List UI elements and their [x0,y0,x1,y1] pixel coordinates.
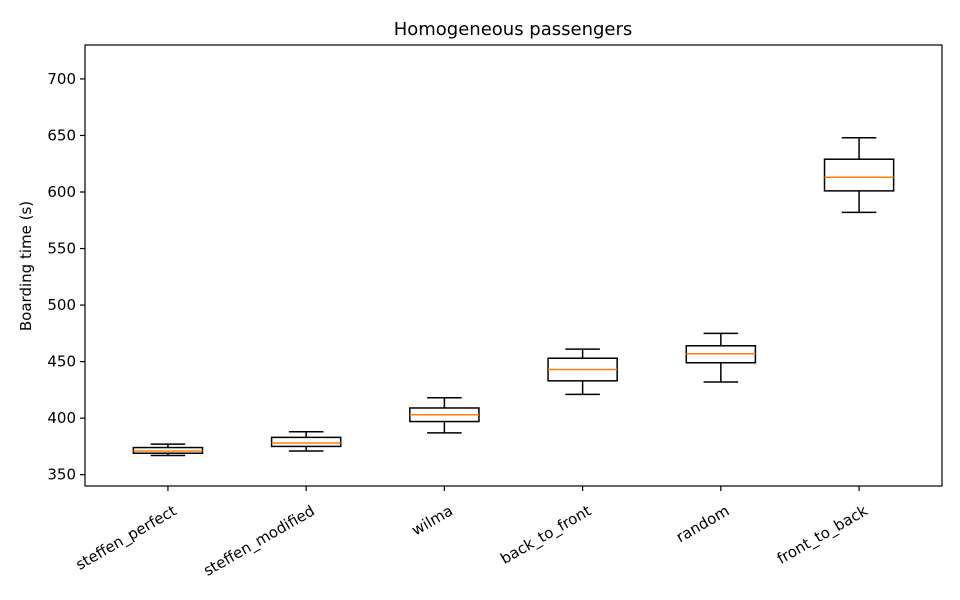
box-wilma [409,397,480,434]
y-tick-label: 500 [47,296,76,314]
box-body [823,158,895,192]
plot-elements [132,136,895,457]
box-steffen_perfect [132,443,204,457]
x-tick-label: steffen_modified [200,502,318,581]
plot-frame [84,44,943,487]
box-random [685,332,757,383]
x-axis: steffen_perfect steffen_modified wilma back… [73,486,872,581]
y-tick-label: 600 [47,183,76,201]
x-tick-label: back_to_front [497,502,594,569]
box-back_to_front [547,348,618,396]
y-axis: 350 400 450 500 550 600 650 700 [47,70,85,484]
y-tick-label: 650 [47,126,76,144]
box-steffen_modified [270,430,342,452]
box-front_to_back [823,136,895,214]
chart-title: Homogeneous passengers [394,19,633,40]
x-tick-label: wilma [409,502,456,540]
y-tick-label: 400 [47,409,76,427]
y-tick-label: 350 [47,466,76,484]
box-body [270,436,342,448]
y-tick-label: 700 [47,70,76,88]
x-tick-label: steffen_perfect [73,502,181,575]
y-axis-label: Boarding time (s) [17,201,35,331]
y-tick-label: 550 [47,240,76,258]
y-tick-label: 450 [47,353,76,371]
x-tick-label: random [673,502,732,547]
x-tick-label: front_to_back [774,501,872,568]
